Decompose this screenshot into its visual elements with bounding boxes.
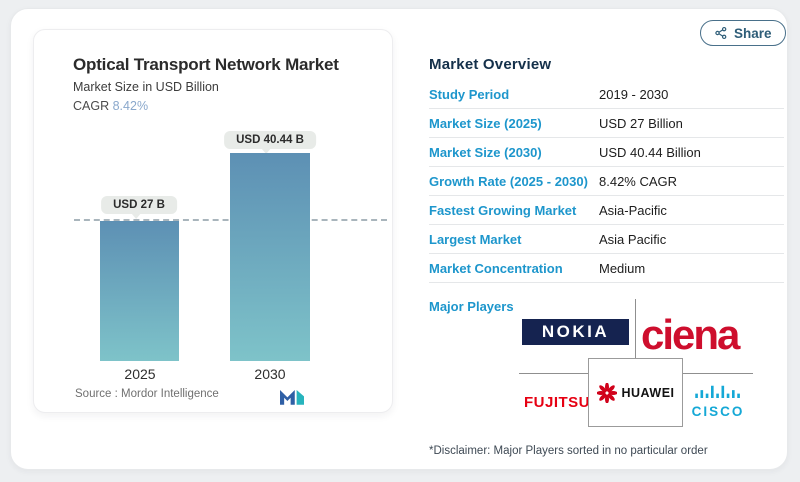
callout-pointer bbox=[131, 213, 142, 219]
row-label: Largest Market bbox=[429, 231, 522, 247]
bar-value-callout-2025: USD 27 B bbox=[101, 196, 177, 219]
row-label: Study Period bbox=[429, 86, 510, 102]
row-value: USD 40.44 Billion bbox=[599, 144, 701, 160]
row-value: Medium bbox=[599, 260, 646, 276]
cagr-value: 8.42% bbox=[112, 99, 149, 113]
fujitsu-wordmark: FUJITSU bbox=[524, 394, 591, 411]
mordor-intelligence-logo bbox=[280, 389, 304, 405]
market-report-card: Share Optical Transport Network Market M… bbox=[10, 8, 788, 470]
ciena-logo: ciena bbox=[641, 311, 740, 358]
bar-value-label-2025: USD 27 B bbox=[113, 199, 165, 211]
table-row: Study Period 2019 - 2030 bbox=[429, 80, 784, 109]
fujitsu-logo: FUJITSU bbox=[524, 394, 590, 411]
huawei-flower-icon bbox=[596, 382, 617, 403]
bar-value-label-2030: USD 40.44 B bbox=[236, 134, 304, 146]
table-row: Fastest Growing Market Asia-Pacific bbox=[429, 196, 784, 225]
players-horizontal-divider-right bbox=[683, 373, 753, 374]
cisco-wordmark: CISCO bbox=[691, 404, 745, 419]
share-button[interactable]: Share bbox=[700, 20, 786, 46]
nokia-logo: NOKIA bbox=[522, 319, 629, 345]
chart-subtitle: Market Size in USD Billion bbox=[73, 80, 219, 94]
cisco-bars-icon bbox=[695, 385, 740, 398]
row-value: 8.42% CAGR bbox=[599, 173, 678, 189]
players-horizontal-divider-left bbox=[519, 373, 588, 374]
bar-2030 bbox=[230, 153, 310, 361]
table-row: Growth Rate (2025 - 2030) 8.42% CAGR bbox=[429, 167, 784, 196]
huawei-wordmark: HUAWEI bbox=[621, 385, 675, 400]
table-row: Market Concentration Medium bbox=[429, 254, 784, 283]
huawei-logo: HUAWEI bbox=[588, 358, 683, 427]
bar-value-callout-2030: USD 40.44 B bbox=[224, 131, 316, 154]
row-label: Market Size (2025) bbox=[429, 115, 542, 131]
row-value: 2019 - 2030 bbox=[599, 86, 669, 102]
cagr-label: CAGR bbox=[73, 99, 110, 113]
row-label: Market Concentration bbox=[429, 260, 563, 276]
x-axis-label-2025: 2025 bbox=[124, 366, 156, 382]
market-overview-table: Study Period 2019 - 2030 Market Size (20… bbox=[429, 80, 784, 283]
row-value: USD 27 Billion bbox=[599, 115, 683, 131]
x-axis-label-2030: 2030 bbox=[254, 366, 286, 382]
nokia-wordmark: NOKIA bbox=[541, 322, 610, 341]
overview-title: Market Overview bbox=[429, 56, 552, 73]
share-label: Share bbox=[734, 25, 772, 41]
table-row: Largest Market Asia Pacific bbox=[429, 225, 784, 254]
share-icon bbox=[715, 26, 727, 40]
row-value: Asia-Pacific bbox=[599, 202, 667, 218]
bar-2025 bbox=[100, 221, 179, 361]
row-value: Asia Pacific bbox=[599, 231, 667, 247]
cisco-logo: CISCO bbox=[685, 384, 751, 419]
row-label: Growth Rate (2025 - 2030) bbox=[429, 173, 588, 189]
ciena-wordmark: ciena bbox=[641, 311, 740, 358]
row-label: Market Size (2030) bbox=[429, 144, 542, 160]
callout-pointer bbox=[260, 148, 271, 154]
players-vertical-divider bbox=[635, 299, 636, 361]
table-row: Market Size (2030) USD 40.44 Billion bbox=[429, 138, 784, 167]
row-label: Fastest Growing Market bbox=[429, 202, 577, 218]
chart-card: Optical Transport Network Market Market … bbox=[33, 29, 393, 413]
cagr-line: CAGR 8.42% bbox=[73, 99, 148, 113]
chart-title: Optical Transport Network Market bbox=[73, 55, 339, 74]
source-text: Source : Mordor Intelligence bbox=[75, 388, 219, 400]
major-players-label: Major Players bbox=[429, 299, 514, 314]
table-row: Market Size (2025) USD 27 Billion bbox=[429, 109, 784, 138]
disclaimer: *Disclaimer: Major Players sorted in no … bbox=[429, 445, 708, 457]
